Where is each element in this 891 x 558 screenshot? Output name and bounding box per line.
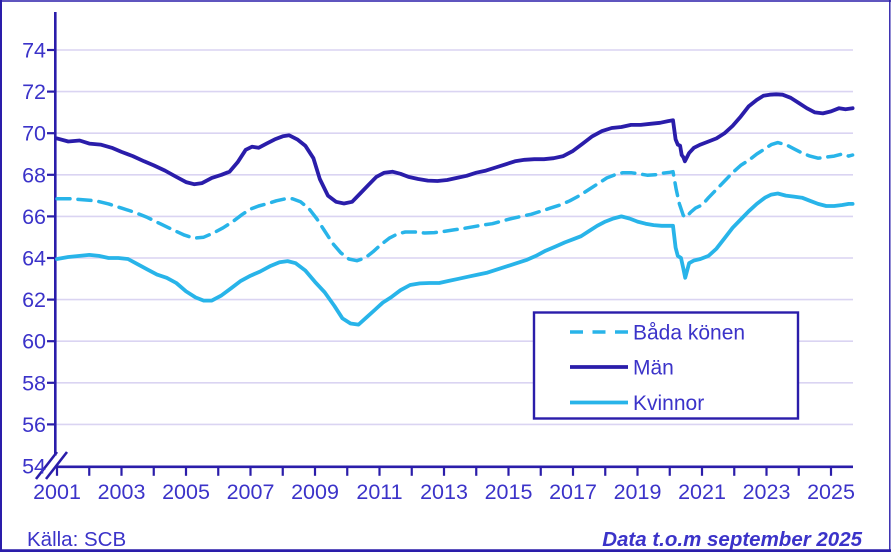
x-axis-label-2019: 2019 (614, 480, 662, 504)
x-axis-label-2007: 2007 (227, 480, 275, 504)
x-axis-label-2025: 2025 (807, 480, 855, 504)
series-line-kvinnor (55, 191, 855, 327)
x-axis-label-2013: 2013 (420, 480, 468, 504)
x-axis-label-2023: 2023 (743, 480, 791, 504)
x-axis-label-2021: 2021 (678, 480, 726, 504)
legend-label-bada-konen: Båda könen (633, 322, 745, 345)
y-axis-label-72: 72 (22, 80, 46, 104)
x-axis-label-2005: 2005 (162, 480, 210, 504)
x-axis-label-2001: 2001 (33, 480, 81, 504)
data-note-label: Data t.o.m september 2025 (602, 528, 862, 551)
y-axis-label-54: 54 (22, 455, 46, 479)
y-axis-label-60: 60 (22, 330, 46, 354)
y-axis-label-68: 68 (22, 163, 46, 187)
y-axis-label-66: 66 (22, 205, 46, 229)
data-series (55, 92, 855, 327)
axes (34, 12, 853, 480)
series-line-bada-konen (55, 140, 855, 263)
axis-break-slash-2 (44, 451, 69, 480)
y-axis-label-74: 74 (22, 39, 46, 63)
y-axis-label-70: 70 (22, 122, 46, 146)
gridlines (55, 49, 853, 426)
legend-label-kvinnor: Kvinnor (633, 392, 704, 415)
x-axis-label-2011: 2011 (356, 480, 402, 504)
axis-ticks (47, 48, 833, 476)
source-label: Källa: SCB (27, 528, 126, 551)
y-axis-label-56: 56 (22, 413, 46, 437)
x-axis-label-2015: 2015 (485, 480, 533, 504)
series-line-man (55, 92, 855, 206)
legend-label-man: Män (633, 357, 674, 380)
x-axis-label-2009: 2009 (291, 480, 339, 504)
axis-break-slash-1 (34, 451, 59, 480)
y-axis-label-64: 64 (22, 247, 46, 271)
x-axis-label-2003: 2003 (98, 480, 146, 504)
y-axis-label-62: 62 (22, 288, 46, 312)
y-axis-label-58: 58 (22, 371, 46, 395)
x-axis-label-2017: 2017 (549, 480, 597, 504)
legend: Båda könen Män Kvinnor (532, 311, 800, 420)
